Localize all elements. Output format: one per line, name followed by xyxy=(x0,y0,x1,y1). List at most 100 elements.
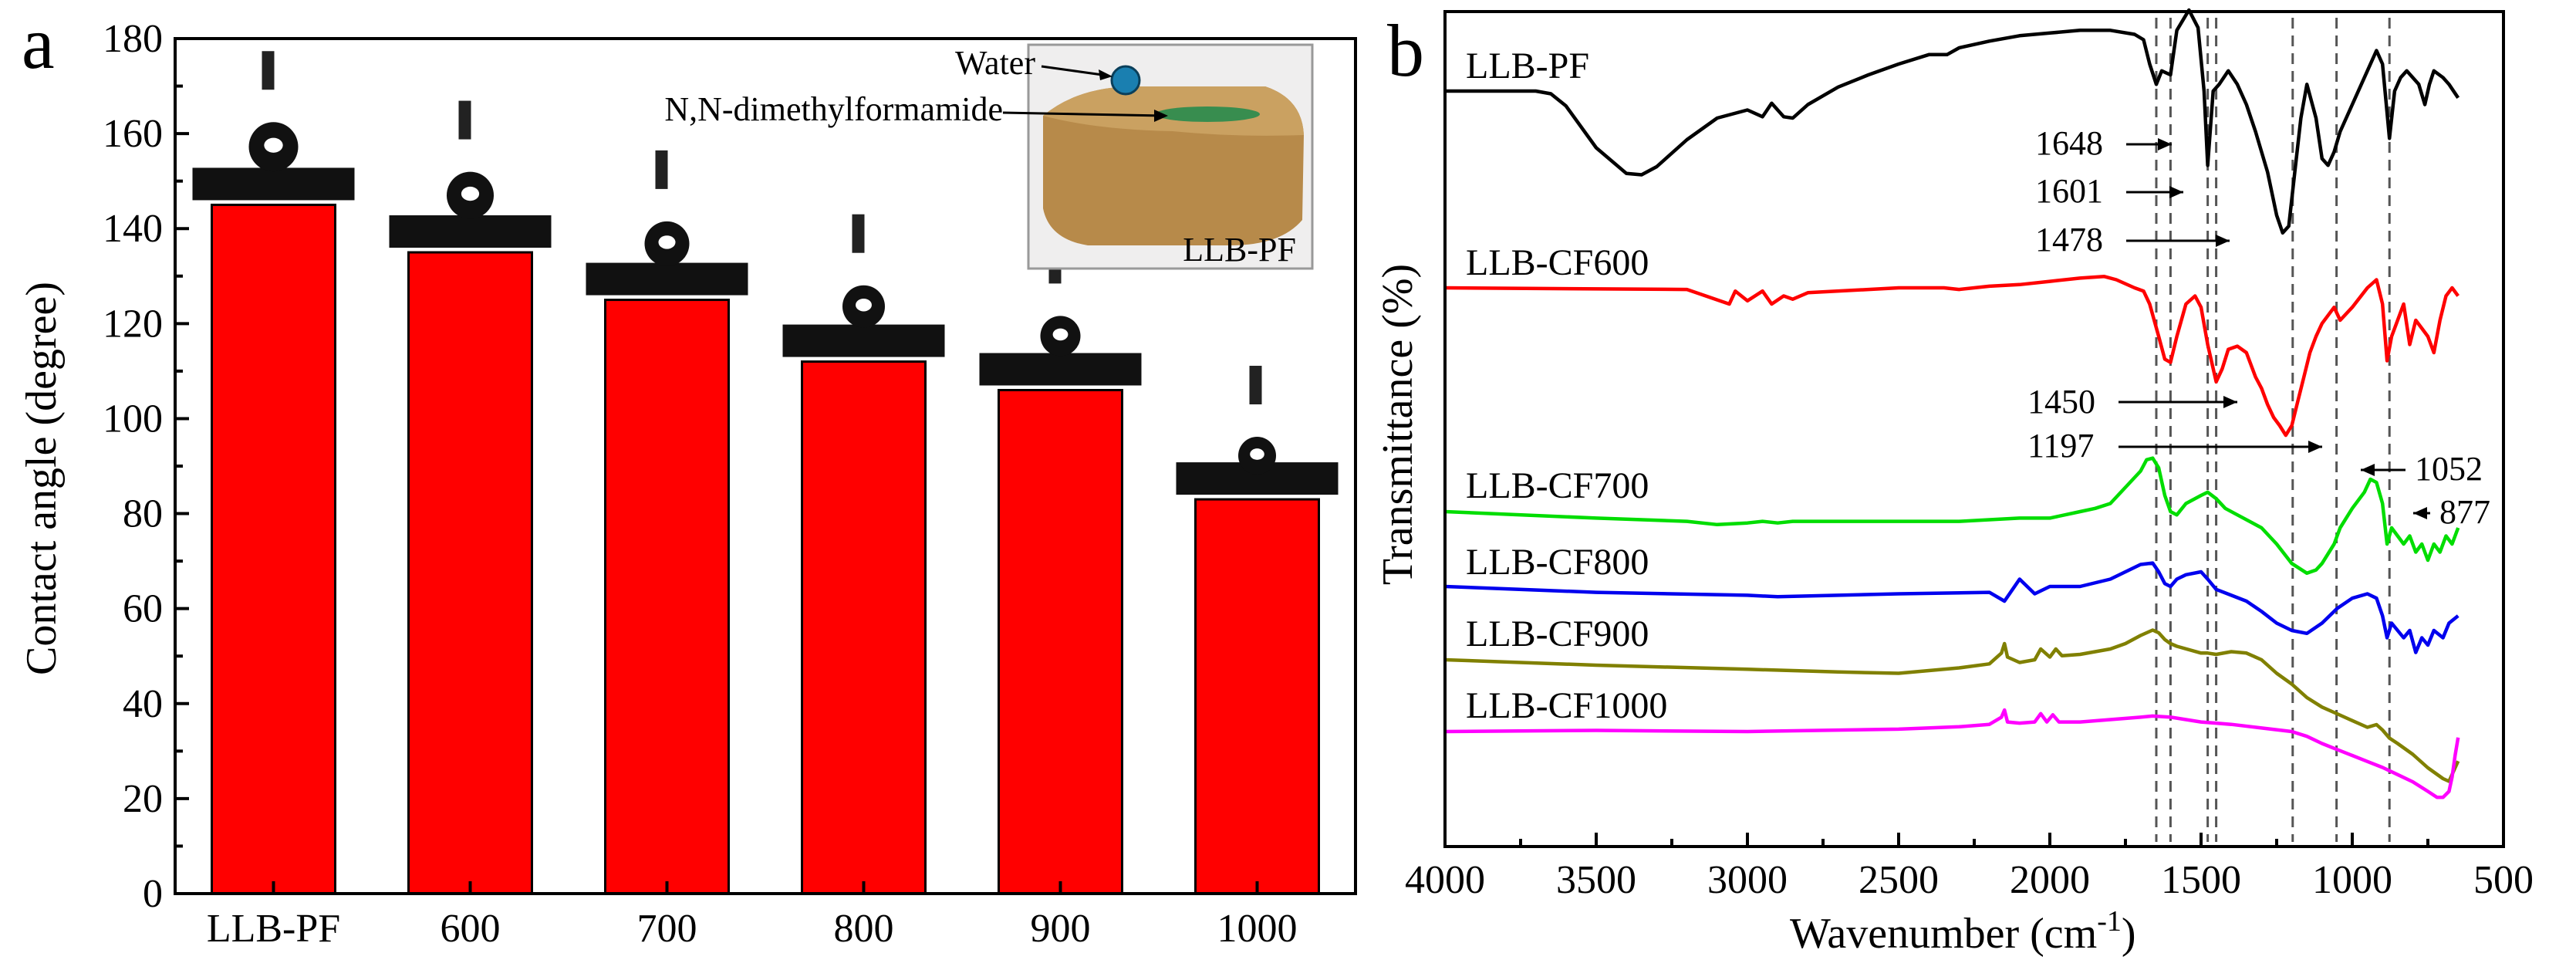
y-tick-label-80: 80 xyxy=(123,492,163,536)
peak-arrow-head xyxy=(2169,186,2183,198)
panel-b-peak-lines xyxy=(2155,18,2391,842)
peak-label: 1052 xyxy=(2415,450,2483,488)
panel-a-droplet-images xyxy=(192,51,1339,495)
x-tick-label-3000: 3000 xyxy=(1707,858,1788,902)
panel-a-axis-ticks: LLB-PF 600 700 800 900 1000 0 20 40 60 80 100 120 140… xyxy=(103,17,1298,951)
surface xyxy=(192,167,355,201)
droplet-image-700 xyxy=(586,150,748,296)
panel-b-ftir-spectra: b Transmittance (%) Wavenumber (cm-1) LL… xyxy=(1374,8,2534,958)
needle xyxy=(458,100,471,140)
peak-arrow-head xyxy=(2216,235,2230,247)
panel-b-peak-annotations: 1648 1601 1478 1450 1197 1052 877 xyxy=(2027,124,2490,531)
panel-a-label: a xyxy=(22,2,55,84)
peak-label: 1648 xyxy=(2035,124,2103,162)
y-tick-label-60: 60 xyxy=(123,587,163,631)
x-tick-label-700: 700 xyxy=(637,907,697,951)
water-arrow-head xyxy=(1099,69,1112,80)
needle xyxy=(655,150,668,189)
surface xyxy=(586,262,748,296)
surface xyxy=(782,324,945,357)
series-label-LLB-CF1000: LLB-CF1000 xyxy=(1466,685,1667,726)
x-tick-label-1000: 1000 xyxy=(2312,858,2392,902)
droplet-highlight xyxy=(1250,448,1264,460)
peak-label: 1478 xyxy=(2035,221,2103,259)
peak-annotation-1601: 1601 xyxy=(2035,172,2183,210)
x-tick-label-1000: 1000 xyxy=(1217,907,1298,951)
inset-label-water: Water xyxy=(955,44,1035,82)
water-arrow xyxy=(1041,65,1109,77)
needle xyxy=(852,214,865,253)
droplet-highlight xyxy=(264,137,283,153)
x-tick-label-600: 600 xyxy=(441,907,501,951)
x-axis-label-exponent: -1 xyxy=(2097,905,2122,938)
droplet-highlight xyxy=(1052,328,1069,341)
dmf-stain xyxy=(1155,106,1260,122)
inset-label-dmf: N,N-dimethylformamide xyxy=(664,90,1003,128)
peak-label: 877 xyxy=(2439,493,2490,531)
series-label-LLB-CF700: LLB-CF700 xyxy=(1466,465,1649,506)
peak-label: 1197 xyxy=(2027,427,2094,465)
x-axis-label-main: Wavenumber (cm xyxy=(1790,910,2097,958)
y-tick-label-100: 100 xyxy=(103,397,163,441)
peak-arrow-head xyxy=(2361,464,2375,476)
needle xyxy=(1249,366,1262,405)
bar-700 xyxy=(604,299,730,895)
bar-800 xyxy=(801,360,927,895)
peak-annotation-1648: 1648 xyxy=(2035,124,2172,162)
surface xyxy=(389,215,552,248)
series-label-LLB-CF800: LLB-CF800 xyxy=(1466,542,1649,583)
x-tick-label-LLB-PF: LLB-PF xyxy=(207,907,340,951)
surface xyxy=(979,353,1142,386)
y-tick-label-180: 180 xyxy=(103,17,163,61)
dmf-arrow xyxy=(1002,111,1164,117)
trace-LLB-CF900 xyxy=(1444,628,2460,783)
inset-photo: Water N,N-dimethylformamide LLB-PF xyxy=(664,43,1314,270)
peak-annotation-877: 877 xyxy=(2413,493,2490,531)
x-tick-label-800: 800 xyxy=(834,907,894,951)
bar-900 xyxy=(998,389,1123,895)
peak-arrow-head xyxy=(2223,396,2237,408)
panel-b-plot-frame xyxy=(1443,10,2505,848)
peak-annotation-1197: 1197 xyxy=(2027,427,2322,465)
trace-LLB-CF800 xyxy=(1444,561,2460,654)
x-tick-label-4000: 4000 xyxy=(1405,858,1485,902)
series-label-LLB-CF600: LLB-CF600 xyxy=(1466,242,1649,283)
panel-b-series-labels: LLB-PF LLB-CF600 LLB-CF700 LLB-CF800 LLB-CF9… xyxy=(1466,46,1667,726)
panel-b-label: b xyxy=(1387,9,1424,92)
y-tick-label-160: 160 xyxy=(103,112,163,156)
bar-1000 xyxy=(1194,498,1320,895)
panel-b-traces xyxy=(1444,8,2460,799)
panel-b-axis-ticks: 4000 3500 3000 2500 2000 1500 1000 500 xyxy=(1405,833,2534,902)
y-tick-label-40: 40 xyxy=(123,682,163,726)
peak-annotation-1478: 1478 xyxy=(2035,221,2230,259)
droplet-image-900 xyxy=(979,245,1142,386)
dmf-arrow-head xyxy=(1154,110,1168,122)
droplet-highlight xyxy=(856,298,872,312)
y-tick-label-140: 140 xyxy=(103,207,163,251)
droplet-image-LLB-PF xyxy=(192,51,355,201)
panel-a-y-axis-label: Contact angle (degree) xyxy=(18,282,66,675)
droplet-image-800 xyxy=(782,214,945,357)
peak-annotation-1450: 1450 xyxy=(2027,383,2237,421)
y-tick-label-20: 20 xyxy=(123,777,163,821)
panel-a-bar-chart: a Contact angle (degree) LLB-PF 600 700 800… xyxy=(18,2,1357,951)
x-tick-label-900: 900 xyxy=(1031,907,1091,951)
peak-arrow-head xyxy=(2308,441,2322,453)
trace-LLB-CF1000 xyxy=(1444,708,2460,799)
water-droplet xyxy=(1110,65,1141,96)
peak-arrow-head xyxy=(2158,138,2172,150)
trace-LLB-CF600 xyxy=(1444,275,2460,438)
droplet-image-1000 xyxy=(1176,366,1339,495)
series-label-LLB-PF: LLB-PF xyxy=(1466,46,1589,86)
trace-LLB-CF700 xyxy=(1444,456,2460,576)
x-tick-label-2500: 2500 xyxy=(1859,858,1939,902)
peak-label: 1450 xyxy=(2027,383,2095,421)
needle xyxy=(262,51,275,90)
droplet-highlight xyxy=(461,186,480,201)
y-tick-label-0: 0 xyxy=(143,872,163,916)
series-label-LLB-CF900: LLB-CF900 xyxy=(1466,613,1649,654)
bar-600 xyxy=(407,251,533,895)
x-axis-label-close: ) xyxy=(2122,910,2136,958)
panel-a-bars xyxy=(211,203,1320,895)
